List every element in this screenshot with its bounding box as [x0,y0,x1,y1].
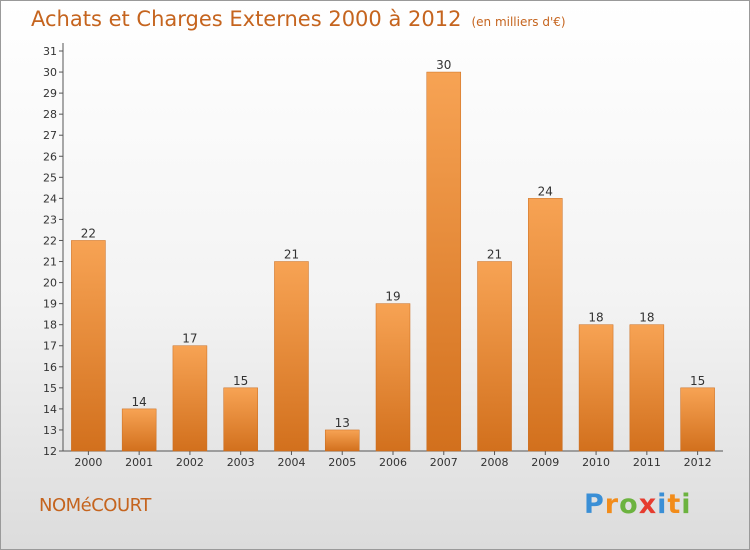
x-tick-label-2003: 2003 [227,456,255,469]
y-tick-label: 23 [43,213,57,226]
chart-axes: 12 13 14 15 16 17 18 19 20 21 22 23 24 25 26 27 28 29 30 31… [43,43,723,469]
y-tick-label: 24 [43,192,57,205]
y-tick-label: 14 [43,403,57,416]
y-tick-label: 19 [43,298,57,311]
y-tick-label: 28 [43,108,57,121]
data-label-2008: 21 [487,248,502,262]
bar-2007 [426,71,462,452]
bar-2009 [528,198,563,452]
data-label-2006: 19 [385,290,400,304]
bar-2006 [375,303,411,452]
bar-2008 [477,261,512,452]
logo-letter: t [667,489,682,520]
logo-letter: r [604,489,620,520]
data-label-2005: 13 [335,416,350,430]
y-tick-label: 13 [43,424,57,437]
x-tick-label-2012: 2012 [684,456,712,469]
x-tick-label-2004: 2004 [277,456,305,469]
x-tick-label-2010: 2010 [582,456,610,469]
logo-letter: P [584,489,605,520]
y-tick-label: 27 [43,129,57,142]
data-label-2003: 15 [233,374,248,388]
y-tick-label: 12 [43,445,57,458]
logo-letter: i [681,489,692,520]
logo-letter: i [657,489,668,520]
y-tick-label: 25 [43,171,57,184]
chart-bars: 22 14 17 15 21 13 19 30 21 24 18 18 15 [71,58,715,452]
data-label-2012: 15 [690,374,705,388]
x-tick-label-2008: 2008 [481,456,509,469]
y-tick-label: 26 [43,150,57,163]
logo-letter: o [619,489,639,520]
bar-2012 [680,387,715,452]
data-label-2009: 24 [538,184,553,198]
bar-2001 [121,408,157,452]
bar-2005 [324,429,360,452]
bar-2011 [629,324,665,452]
x-tick-label-2000: 2000 [74,456,102,469]
y-tick-label: 31 [43,45,57,58]
y-tick-label: 29 [43,87,57,100]
bar-2002 [172,345,208,452]
bar-2003 [223,387,258,452]
chart-title: Achats et Charges Externes 2000 à 2012 (e… [31,7,566,31]
chart-unit: (en milliers d'€) [471,15,566,29]
y-tick-label: 21 [43,256,57,269]
y-tick-label: 18 [43,319,57,332]
x-tick-label-2011: 2011 [633,456,661,469]
bar-2004 [274,261,309,452]
y-tick-label: 20 [43,277,57,290]
x-tick-label-2009: 2009 [531,456,559,469]
x-tick-label-2005: 2005 [328,456,356,469]
proxiti-logo: Proxiti [584,489,692,520]
y-tick-label: 15 [43,382,57,395]
y-tick-label: 30 [43,66,57,79]
bar-2000 [71,240,106,452]
chart-title-text: Achats et Charges Externes 2000 à 2012 [31,7,462,31]
y-tick-label: 17 [43,340,57,353]
x-tick-label-2006: 2006 [379,456,407,469]
commune-name: NOMéCOURT [39,495,151,516]
data-label-2001: 14 [132,395,147,409]
x-tick-label-2007: 2007 [430,456,458,469]
data-label-2007: 30 [436,58,451,72]
y-tick-label: 22 [43,234,57,247]
x-tick-label-2002: 2002 [176,456,204,469]
data-label-2002: 17 [182,332,197,346]
data-label-2010: 18 [588,311,603,325]
data-label-2004: 21 [284,248,299,262]
y-tick-label: 16 [43,361,57,374]
data-label-2011: 18 [639,311,654,325]
x-tick-label-2001: 2001 [125,456,153,469]
logo-letter: x [638,489,658,520]
data-label-2000: 22 [81,226,96,240]
bar-2010 [578,324,614,452]
